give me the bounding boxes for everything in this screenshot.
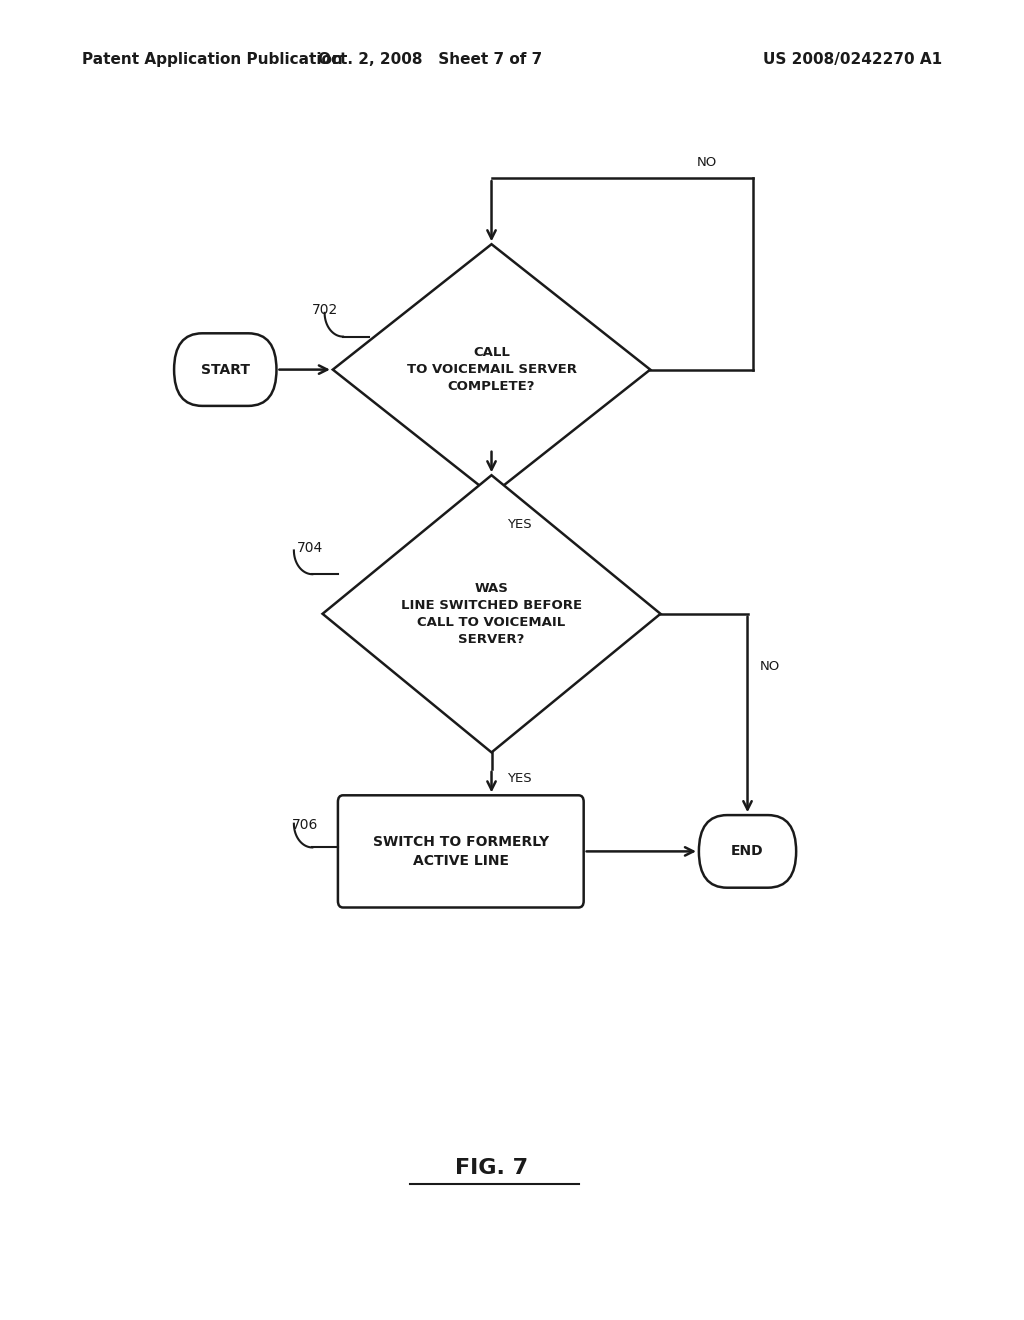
Text: 702: 702 bbox=[312, 304, 339, 317]
Text: 706: 706 bbox=[292, 818, 318, 832]
Text: FIG. 7: FIG. 7 bbox=[455, 1158, 528, 1179]
Text: END: END bbox=[731, 845, 764, 858]
Polygon shape bbox=[323, 475, 660, 752]
Text: Oct. 2, 2008   Sheet 7 of 7: Oct. 2, 2008 Sheet 7 of 7 bbox=[318, 51, 542, 67]
FancyBboxPatch shape bbox=[174, 333, 276, 407]
Text: YES: YES bbox=[507, 772, 531, 785]
Text: NO: NO bbox=[760, 660, 780, 673]
Text: SWITCH TO FORMERLY
ACTIVE LINE: SWITCH TO FORMERLY ACTIVE LINE bbox=[373, 836, 549, 867]
Text: US 2008/0242270 A1: US 2008/0242270 A1 bbox=[763, 51, 942, 67]
Polygon shape bbox=[333, 244, 650, 495]
Text: WAS
LINE SWITCHED BEFORE
CALL TO VOICEMAIL
SERVER?: WAS LINE SWITCHED BEFORE CALL TO VOICEMA… bbox=[401, 582, 582, 645]
Text: YES: YES bbox=[507, 517, 531, 531]
FancyBboxPatch shape bbox=[338, 795, 584, 908]
FancyBboxPatch shape bbox=[698, 816, 797, 888]
Text: START: START bbox=[201, 363, 250, 376]
Text: 704: 704 bbox=[297, 541, 324, 554]
Text: Patent Application Publication: Patent Application Publication bbox=[82, 51, 343, 67]
Text: CALL
TO VOICEMAIL SERVER
COMPLETE?: CALL TO VOICEMAIL SERVER COMPLETE? bbox=[407, 346, 577, 393]
Text: NO: NO bbox=[696, 156, 717, 169]
